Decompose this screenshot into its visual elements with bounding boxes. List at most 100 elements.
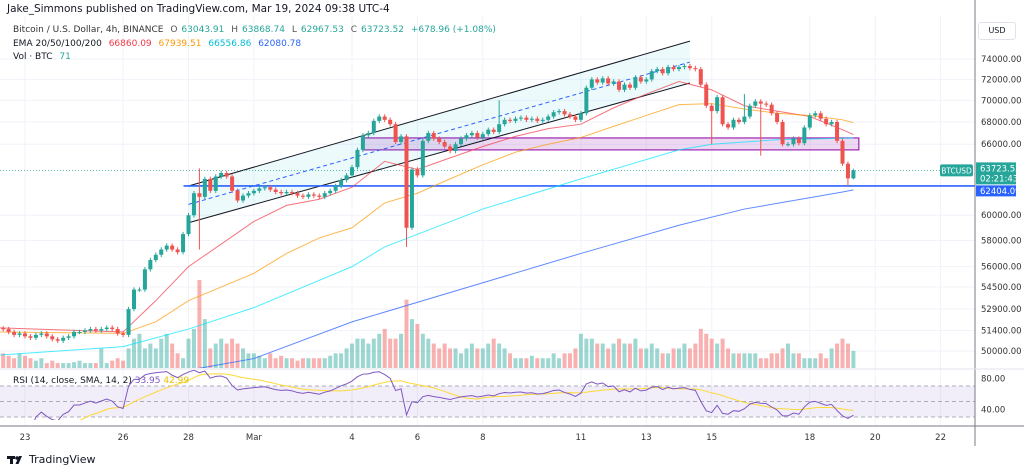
candle <box>764 101 769 107</box>
candle-body <box>322 193 327 197</box>
volume-bar <box>524 358 529 368</box>
symbol-tag-bg <box>940 164 973 177</box>
price-tick-label: 68000.00 <box>981 118 1022 128</box>
volume-bar <box>132 338 136 368</box>
currency-button[interactable]: USD <box>978 22 1016 40</box>
candle-body <box>251 190 256 194</box>
volume-bar <box>627 343 632 368</box>
candle <box>497 100 502 135</box>
candle <box>279 189 284 196</box>
volume-bar <box>399 333 404 368</box>
candle <box>251 188 256 196</box>
volume-bar <box>786 343 790 368</box>
volume-bar <box>802 358 807 368</box>
ema-label[interactable]: EMA 20/50/100/200 <box>13 38 102 49</box>
volume-bar <box>273 358 278 368</box>
candle-body <box>518 117 523 119</box>
candle <box>502 117 507 127</box>
candle <box>295 190 300 198</box>
candle <box>796 136 801 146</box>
candle-body <box>311 194 316 196</box>
candle <box>170 243 175 252</box>
candle-body <box>469 133 474 136</box>
rsi-label[interactable]: RSI (14, close, SMA, 14, 2) <box>13 376 132 386</box>
candle-body <box>649 71 654 80</box>
volume-bar <box>791 353 796 368</box>
channel-lower-line <box>188 82 691 224</box>
candle <box>726 121 731 130</box>
volume-bar <box>175 353 180 368</box>
candle-body <box>170 245 175 250</box>
candle <box>306 192 311 200</box>
volume-bar <box>502 348 507 368</box>
price-axis[interactable]: 74000.00 72000.00 70000.00 68000.00 66000.00… <box>981 55 1022 415</box>
candle <box>6 326 11 335</box>
candle <box>72 329 77 339</box>
candle-body <box>142 269 147 290</box>
candle-body <box>491 129 496 132</box>
time-axis[interactable]: 23 26 28 Mar 4 6 8 11 13 15 18 20 22 <box>20 433 946 443</box>
candle-body <box>540 119 545 121</box>
candle <box>840 138 845 166</box>
candle-body <box>197 193 202 197</box>
volume-bar <box>28 358 33 368</box>
symbol-title[interactable]: Bitcoin / U.S. Dollar, 4h, BINANCE <box>13 25 164 35</box>
candle-body <box>606 78 611 84</box>
candle <box>181 231 186 255</box>
volume-label[interactable]: Vol · BTC <box>13 52 53 62</box>
candle <box>186 213 191 237</box>
candle <box>671 64 676 72</box>
volume-bar <box>775 353 780 368</box>
volume-bar <box>491 338 496 368</box>
volume-bar <box>50 360 55 368</box>
candle-body <box>300 195 305 197</box>
candle <box>818 111 823 121</box>
candle-body <box>202 178 207 197</box>
volume-bar <box>284 358 289 368</box>
brand-name: TradingView <box>29 453 96 466</box>
volume-bar <box>219 338 224 368</box>
time-tick-label: 6 <box>415 433 420 443</box>
ema-legend-row: EMA 20/50/100/200 66860.09 67939.51 6655… <box>13 38 500 52</box>
candle <box>562 108 567 117</box>
volume-bar <box>753 353 758 368</box>
volume-bar <box>622 343 627 368</box>
volume-bar <box>230 338 235 368</box>
candle-body <box>137 289 142 291</box>
candle-body <box>399 136 404 142</box>
volume-bar <box>535 358 540 368</box>
candle <box>742 94 747 125</box>
channel-fill <box>188 41 690 223</box>
tradingview-logo[interactable]: TradingView <box>7 453 95 466</box>
candle-body <box>431 133 436 139</box>
volume-bar <box>23 355 27 368</box>
volume-bar <box>153 348 158 368</box>
candle <box>807 113 812 130</box>
candle <box>611 79 616 86</box>
candle-body <box>459 138 463 145</box>
candle <box>241 193 245 203</box>
volume-bar <box>568 353 572 368</box>
volume-bar <box>644 348 649 368</box>
volume-bar <box>371 338 376 368</box>
candle-body <box>82 330 87 332</box>
candle-body <box>208 178 213 191</box>
candle-body <box>12 331 17 335</box>
candle-body <box>33 334 38 338</box>
volume-bar <box>208 348 213 368</box>
volume-bar <box>693 343 698 368</box>
candle-body <box>464 135 469 139</box>
volume-bar <box>82 363 87 368</box>
candle-body <box>279 192 284 194</box>
volume-bar <box>824 358 829 368</box>
candle <box>677 64 681 72</box>
candle <box>262 184 267 191</box>
candle <box>829 119 834 127</box>
candle-body <box>104 327 109 330</box>
ohlc-high: H 63868.74 <box>231 25 285 35</box>
candle <box>747 103 752 119</box>
candle-body <box>780 121 785 145</box>
volume-bar <box>758 358 763 368</box>
time-tick-label: 18 <box>804 433 815 443</box>
